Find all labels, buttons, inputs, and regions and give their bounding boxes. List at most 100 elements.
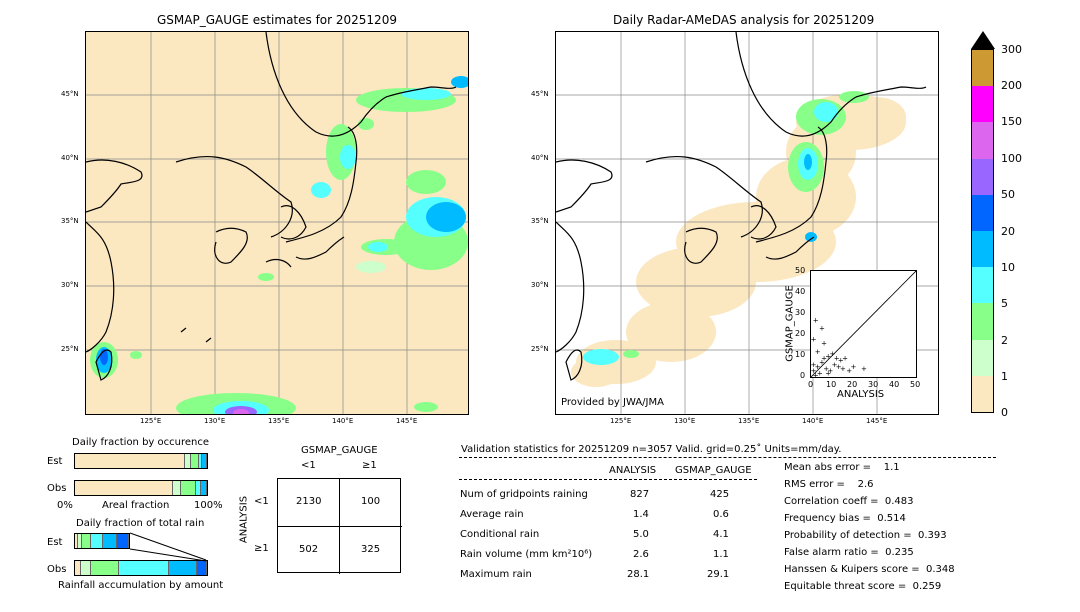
validation-row-analysis: 5.0 bbox=[633, 529, 649, 540]
scatter-svg: ++++++++++ + ++++++++ +++++++ bbox=[810, 270, 917, 379]
scatter-point: + bbox=[821, 340, 827, 348]
total-rain-title: Daily fraction of total rain bbox=[76, 518, 205, 529]
validation-row-label: Rain volume (mm km²10⁶) bbox=[460, 549, 593, 560]
occurrence-title: Daily fraction by occurence bbox=[72, 437, 210, 448]
scatter-xtick-0: 0 bbox=[808, 380, 814, 389]
validation-score: Hanssen & Kuipers score = 0.348 bbox=[784, 564, 955, 575]
left-map-svg bbox=[86, 32, 468, 414]
scatter-point: + bbox=[811, 335, 817, 343]
left-lat-label-45: 45°N bbox=[61, 90, 79, 98]
scatter-point: + bbox=[815, 363, 821, 371]
validation-row-analysis: 827 bbox=[630, 489, 650, 500]
scatter-point: + bbox=[813, 316, 819, 324]
validation-score: Probability of detection = 0.393 bbox=[784, 530, 947, 541]
bar-segment bbox=[75, 481, 173, 495]
total-rain-obs-label: Obs bbox=[47, 564, 67, 575]
left-lat-label-35: 35°N bbox=[61, 217, 79, 225]
contingency-row-axis: ANALYSIS bbox=[238, 495, 250, 544]
bar-segment bbox=[75, 534, 79, 548]
colorbar-segment bbox=[972, 267, 993, 304]
right-lon-label-125: 125°E bbox=[610, 417, 632, 425]
scatter-point: + bbox=[861, 365, 867, 373]
left-rain-field bbox=[90, 76, 468, 414]
contingency-c21: 502 bbox=[299, 544, 319, 555]
occurrence-axis-mid: Areal fraction bbox=[102, 500, 170, 511]
scatter-point: + bbox=[815, 348, 821, 356]
scatter-point: + bbox=[827, 367, 833, 375]
left-map-title: GSMAP_GAUGE estimates for 20251209 bbox=[157, 13, 397, 27]
scatter-point: + bbox=[819, 359, 825, 367]
occurrence-est-bar bbox=[74, 453, 208, 469]
validation-row-label: Conditional rain bbox=[460, 529, 540, 540]
validation-score: Frequency bias = 0.514 bbox=[784, 513, 906, 524]
colorbar-tick-0: 0 bbox=[1001, 406, 1008, 419]
bar-segment bbox=[191, 454, 199, 468]
scatter-ytick-40: 40 bbox=[795, 287, 806, 296]
validation-row-analysis: 2.6 bbox=[633, 549, 649, 560]
scatter-point: + bbox=[842, 354, 848, 362]
scatter-point: + bbox=[836, 363, 842, 371]
validation-row-gsmap: 4.1 bbox=[713, 529, 729, 540]
scatter-xtick-50: 50 bbox=[910, 380, 921, 389]
validation-row-gsmap: 0.6 bbox=[713, 509, 729, 520]
scatter-point: + bbox=[819, 325, 825, 333]
right-lon-label-145: 145°E bbox=[866, 417, 888, 425]
colorbar-tick-10: 10 bbox=[1001, 261, 1015, 274]
bar-segment bbox=[75, 561, 82, 575]
left-lat-label-30: 30°N bbox=[61, 281, 79, 289]
contingency-row-lt: <1 bbox=[254, 496, 269, 507]
right-lat-label-45: 45°N bbox=[531, 90, 549, 98]
scatter-point: + bbox=[851, 363, 857, 371]
scatter-ylabel: GSMAP_GAUGE bbox=[784, 285, 796, 362]
left-lon-label-125: 125°E bbox=[140, 417, 162, 425]
scatter-xlabel: ANALYSIS bbox=[837, 389, 885, 400]
contingency-c22: 325 bbox=[361, 544, 381, 555]
contingency-col-ge: ≥1 bbox=[362, 460, 377, 471]
colorbar-segment bbox=[972, 86, 993, 123]
bar-segment bbox=[185, 454, 192, 468]
scatter-point: + bbox=[832, 361, 838, 369]
right-lat-label-40: 40°N bbox=[531, 154, 549, 162]
scatter-xtick-40: 40 bbox=[889, 380, 900, 389]
total-rain-connector bbox=[129, 532, 207, 562]
right-coastlines bbox=[556, 32, 927, 381]
validation-row-gsmap: 29.1 bbox=[707, 569, 730, 580]
left-lon-label-145: 145°E bbox=[396, 417, 418, 425]
bar-segment bbox=[198, 454, 203, 468]
occurrence-obs-label: Obs bbox=[47, 483, 67, 494]
validation-col-gsmap: GSMAP_GAUGE bbox=[675, 465, 752, 476]
validation-header: Validation statistics for 20251209 n=305… bbox=[461, 444, 842, 455]
colorbar-tick-150: 150 bbox=[1001, 115, 1022, 128]
left-lat-label-25: 25°N bbox=[61, 345, 79, 353]
bar-segment bbox=[172, 481, 182, 495]
bar-segment bbox=[200, 481, 207, 495]
left-lon-label-140: 140°E bbox=[332, 417, 354, 425]
validation-row-analysis: 28.1 bbox=[627, 569, 650, 580]
scatter-point: + bbox=[811, 367, 817, 375]
validation-row-analysis: 1.4 bbox=[633, 509, 649, 520]
colorbar-segment bbox=[972, 375, 993, 413]
bar-segment bbox=[181, 481, 197, 495]
bar-segment bbox=[196, 561, 207, 575]
scatter-point: + bbox=[821, 354, 827, 362]
bar-segment bbox=[75, 454, 186, 468]
bar-segment bbox=[168, 561, 197, 575]
right-map-title: Daily Radar-AMeDAS analysis for 20251209 bbox=[613, 13, 875, 27]
bar-segment bbox=[119, 561, 169, 575]
colorbar-segment bbox=[972, 339, 993, 376]
scatter-point: + bbox=[840, 365, 846, 373]
right-map-svg bbox=[556, 32, 938, 414]
scatter-ytick-50: 50 bbox=[795, 266, 806, 275]
bar-segment bbox=[91, 534, 103, 548]
total-rain-est-label: Est bbox=[47, 537, 63, 548]
right-lat-label-30: 30°N bbox=[531, 281, 549, 289]
validation-col-analysis: ANALYSIS bbox=[609, 465, 657, 476]
scatter-point: + bbox=[825, 352, 831, 360]
scatter-xtick-30: 30 bbox=[868, 380, 879, 389]
colorbar-tick-2: 2 bbox=[1001, 334, 1008, 347]
right-lon-label-135: 135°E bbox=[738, 417, 760, 425]
occurrence-est-label: Est bbox=[47, 456, 63, 467]
scatter-diagonal bbox=[810, 270, 917, 378]
bar-segment bbox=[91, 561, 120, 575]
scatter-inset: + + + + + + + + + + + + + + + + + + + + + + + + + + bbox=[810, 270, 917, 379]
